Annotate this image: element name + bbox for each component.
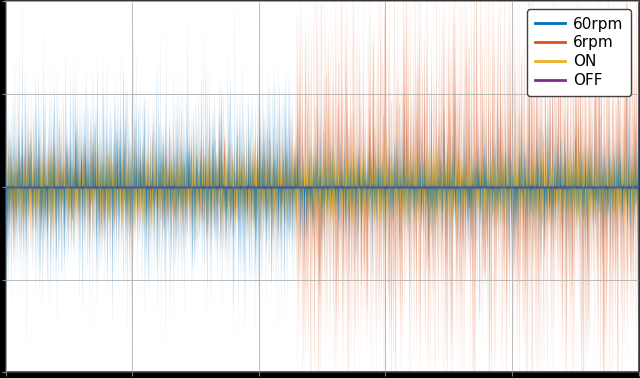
Legend: 60rpm, 6rpm, ON, OFF: 60rpm, 6rpm, ON, OFF [527, 9, 631, 96]
